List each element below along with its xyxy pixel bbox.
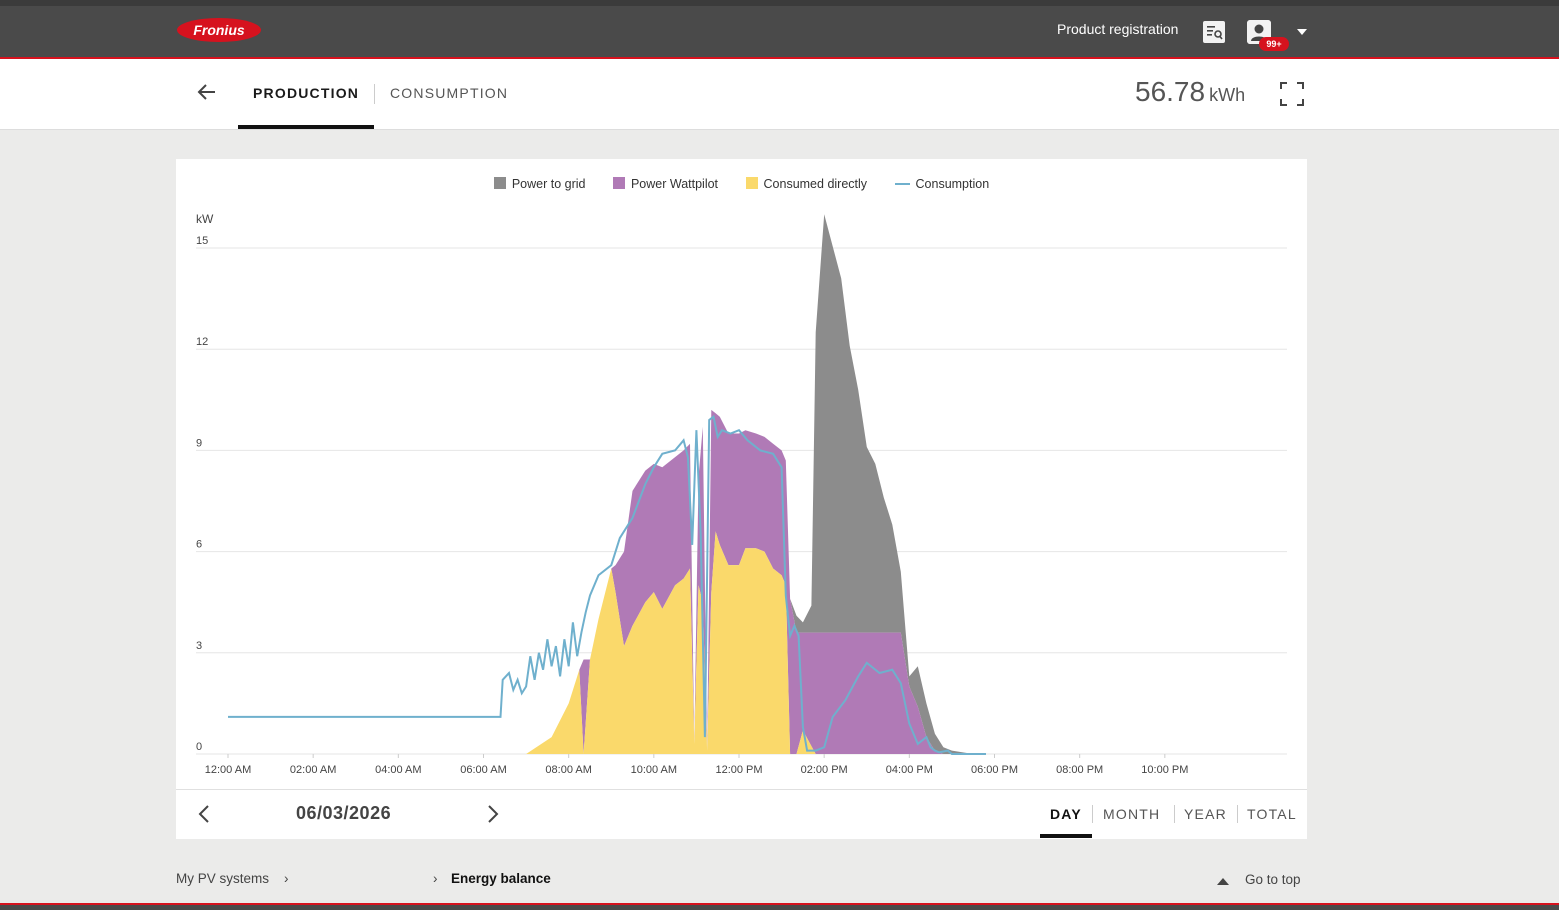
- legend-label-consumption: Consumption: [915, 177, 990, 191]
- x-tick-label: 02:00 AM: [290, 764, 336, 776]
- chevron-left-icon[interactable]: [195, 804, 215, 824]
- x-tick-label: 04:00 PM: [886, 764, 933, 776]
- x-tick-label: 06:00 PM: [971, 764, 1018, 776]
- chart-card: Power to grid Power Wattpilot Consumed d…: [176, 159, 1307, 839]
- energy-total: 56.78 kWh: [1135, 76, 1245, 108]
- x-tick-label: 10:00 PM: [1141, 764, 1188, 776]
- fullscreen-icon[interactable]: [1280, 82, 1304, 106]
- y-axis-label: kW: [196, 212, 214, 226]
- fronius-logo[interactable]: Fronius: [176, 16, 262, 44]
- legend-item-consumption[interactable]: Consumption: [894, 177, 990, 191]
- chart-legend: Power to grid Power Wattpilot Consumed d…: [176, 177, 1307, 191]
- legend-label-wattpilot: Power Wattpilot: [630, 177, 719, 191]
- go-to-top-link[interactable]: Go to top: [1245, 872, 1301, 887]
- x-tick-label: 02:00 PM: [801, 764, 848, 776]
- current-date[interactable]: 06/03/2026: [296, 803, 392, 823]
- y-tick-label: 12: [196, 336, 208, 348]
- y-tick-label: 9: [196, 437, 202, 449]
- back-arrow-icon[interactable]: [195, 80, 219, 104]
- period-divider: [1174, 805, 1175, 823]
- footer-bar: [0, 903, 1559, 910]
- energy-total-value: 56.78: [1135, 76, 1206, 107]
- card-divider: [176, 789, 1307, 790]
- x-tick-label: 04:00 AM: [375, 764, 421, 776]
- x-tick-label: 08:00 PM: [1056, 764, 1103, 776]
- period-total[interactable]: TOTAL: [1247, 806, 1297, 822]
- legend-label-direct: Consumed directly: [763, 177, 868, 191]
- legend-swatch-grid: [493, 177, 506, 189]
- legend-swatch-direct: [745, 177, 758, 189]
- x-tick-label: 12:00 PM: [715, 764, 762, 776]
- tab-consumption[interactable]: CONSUMPTION: [390, 85, 509, 101]
- legend-item-grid[interactable]: Power to grid: [493, 177, 586, 191]
- tab-production[interactable]: PRODUCTION: [253, 85, 360, 101]
- x-tick-label: 08:00 AM: [545, 764, 591, 776]
- chevron-down-icon[interactable]: [1297, 29, 1307, 35]
- line-consumption: [228, 414, 986, 755]
- area-power-to-grid: [526, 214, 974, 755]
- production-chart[interactable]: 0 3 6 9 12 15 kW 12:00 AM 02:00 AM 04:00 AM 06:00 …: [176, 159, 1307, 789]
- registration-icon[interactable]: [1203, 21, 1225, 43]
- area-consumed-directly: [526, 531, 974, 754]
- breadcrumb-separator: ›: [284, 871, 289, 886]
- energy-total-unit: kWh: [1209, 85, 1246, 105]
- x-tick-label: 06:00 AM: [460, 764, 506, 776]
- legend-swatch-wattpilot: [612, 177, 625, 189]
- tab-divider: [374, 84, 375, 104]
- y-tick-label: 6: [196, 539, 202, 551]
- legend-label-grid: Power to grid: [511, 177, 586, 191]
- x-tick-label: 12:00 AM: [205, 764, 251, 776]
- product-registration-link[interactable]: Product registration: [1057, 21, 1179, 37]
- logo-text: Fronius: [193, 22, 245, 38]
- header-accent-line: [0, 57, 1559, 59]
- period-day-indicator: [1040, 834, 1092, 838]
- chevron-right-icon[interactable]: [482, 804, 502, 824]
- period-month[interactable]: MONTH: [1103, 806, 1161, 822]
- period-day[interactable]: DAY: [1050, 806, 1082, 822]
- period-divider: [1237, 805, 1238, 823]
- y-tick-label: 0: [196, 741, 202, 753]
- notification-badge[interactable]: 99+: [1259, 37, 1289, 51]
- x-tick-label: 10:00 AM: [631, 764, 677, 776]
- period-year[interactable]: YEAR: [1184, 806, 1227, 822]
- breadcrumb-systems[interactable]: My PV systems: [176, 871, 270, 886]
- y-tick-label: 3: [196, 640, 202, 652]
- legend-swatch-consumption: [894, 183, 910, 185]
- period-divider: [1092, 805, 1093, 823]
- legend-item-direct[interactable]: Consumed directly: [745, 177, 868, 191]
- tab-bar: [0, 59, 1559, 130]
- y-tick-label: 15: [196, 235, 208, 247]
- area-power-wattpilot: [526, 409, 974, 754]
- breadcrumb-separator: ›: [433, 871, 438, 886]
- legend-item-wattpilot[interactable]: Power Wattpilot: [612, 177, 719, 191]
- tab-production-indicator: [238, 125, 374, 129]
- triangle-up-icon[interactable]: [1216, 876, 1230, 886]
- breadcrumb-current: Energy balance: [451, 871, 551, 886]
